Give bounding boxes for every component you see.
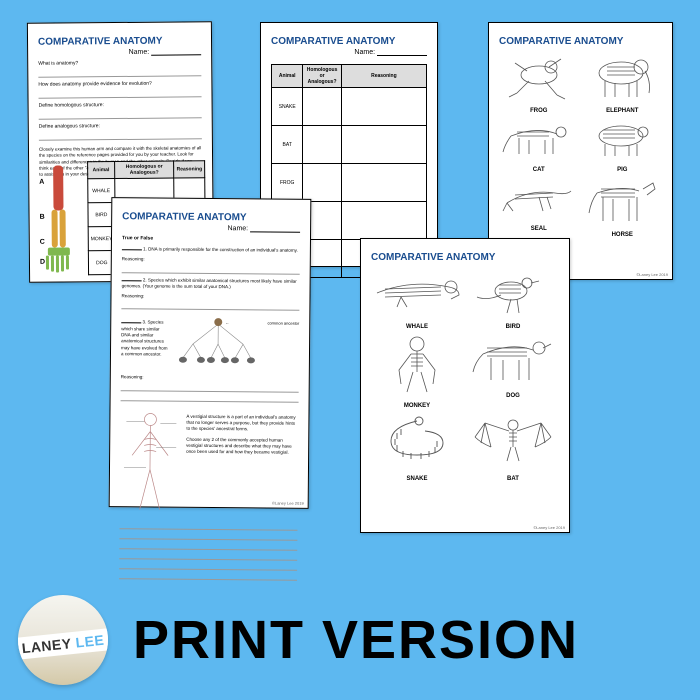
copyright: ©Laney Lee 2019 [636,272,668,277]
skel-monkey: MONKEY [371,334,463,409]
tf3: 3. Species which share similar DNA and s… [121,320,170,371]
page-title: COMPARATIVE ANATOMY [371,252,495,263]
worksheet-page-5: COMPARATIVE ANATOMY WHALE BIRD MONKEY DO… [360,238,570,533]
page-title: COMPARATIVE ANATOMY [122,211,247,223]
footer: LANEY LEE PRINT VERSION [0,580,700,700]
copyright: ©Laney Lee 2019 [272,501,304,506]
q2: How does anatomy provide evidence for ev… [38,80,201,88]
name-field: Name: [129,48,202,56]
name-label: Name: [129,49,150,56]
skel-dog: DOG [467,334,559,409]
page-title: COMPARATIVE ANATOMY [271,36,395,47]
th-animal: Animal [88,162,115,179]
vestigial-text: A vestigial structure is a part of an in… [186,414,298,434]
name-field: Name: [227,225,300,233]
skel-frog: FROG [499,53,579,114]
th-reason: Reasoning [174,161,205,178]
svg-text:C: C [40,239,45,246]
true-false-heading: True or False [122,235,300,244]
ancestor-tree-icon: ← [173,316,263,372]
skel-horse: HORSE [583,177,663,238]
skel-whale: WHALE [371,269,463,330]
print-version-label: PRINT VERSION [133,609,579,671]
tf2: 2. Species which exhibit similar anatomi… [122,277,300,291]
logo-last: LEE [75,632,105,651]
q3: Define homologous structure: [39,101,202,109]
svg-text:B: B [40,214,45,221]
skel-snake: SNAKE [371,413,463,482]
human-arm-diagram: A B C D [35,163,84,273]
page-title: COMPARATIVE ANATOMY [38,36,163,48]
copyright: ©Laney Lee 2019 [533,525,565,530]
q4: Define analogous structure: [39,122,202,130]
svg-text:←: ← [225,321,229,326]
skel-cat: CAT [499,118,579,173]
logo-first: LANEY [21,635,72,656]
worksheet-page-4: COMPARATIVE ANATOMY Name: True or False … [109,197,312,509]
skel-elephant: ELEPHANT [583,53,663,114]
page-title: COMPARATIVE ANATOMY [499,36,623,47]
name-field: Name: [354,49,427,56]
skel-seal: SEAL [499,177,579,238]
svg-text:D: D [40,259,45,266]
th-hom: Homologous or Analogous? [114,161,174,179]
brand-logo: LANEY LEE [18,595,108,685]
skel-bird: BIRD [467,269,559,330]
skel-bat: BAT [467,413,559,482]
human-body-icon [120,409,181,520]
q1: What is anatomy? [38,59,201,67]
skel-pig: PIG [583,118,663,173]
vestigial-task: Choose any 2 of the commonly accepted hu… [186,436,298,456]
svg-text:A: A [39,179,44,186]
tf1: 1. DNA is primarily responsible for the … [122,246,300,254]
